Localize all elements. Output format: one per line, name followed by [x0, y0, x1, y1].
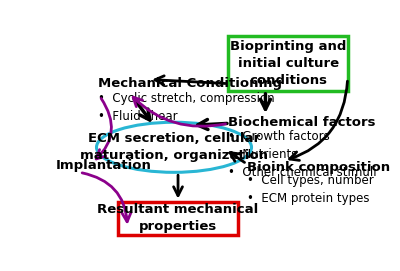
Text: •  Growth factors
•  Nutrients
•  Other chemical stimuli: • Growth factors • Nutrients • Other che… [228, 130, 377, 179]
Text: Mechanical Conditioning: Mechanical Conditioning [98, 78, 282, 91]
Text: Resultant mechanical
properties: Resultant mechanical properties [98, 203, 259, 233]
Text: •  Cell types, number
•  ECM protein types: • Cell types, number • ECM protein types [247, 175, 374, 205]
Text: •  Cyclic stretch, compression
•  Fluid shear: • Cyclic stretch, compression • Fluid sh… [98, 92, 275, 123]
Text: Bioink composition: Bioink composition [247, 161, 390, 174]
Text: ECM secretion, cellular
maturation, organization: ECM secretion, cellular maturation, orga… [80, 132, 268, 162]
Text: Bioprinting and
initial culture
conditions: Bioprinting and initial culture conditio… [230, 40, 346, 87]
Text: Biochemical factors: Biochemical factors [228, 116, 376, 129]
Text: Implantation: Implantation [56, 159, 152, 172]
